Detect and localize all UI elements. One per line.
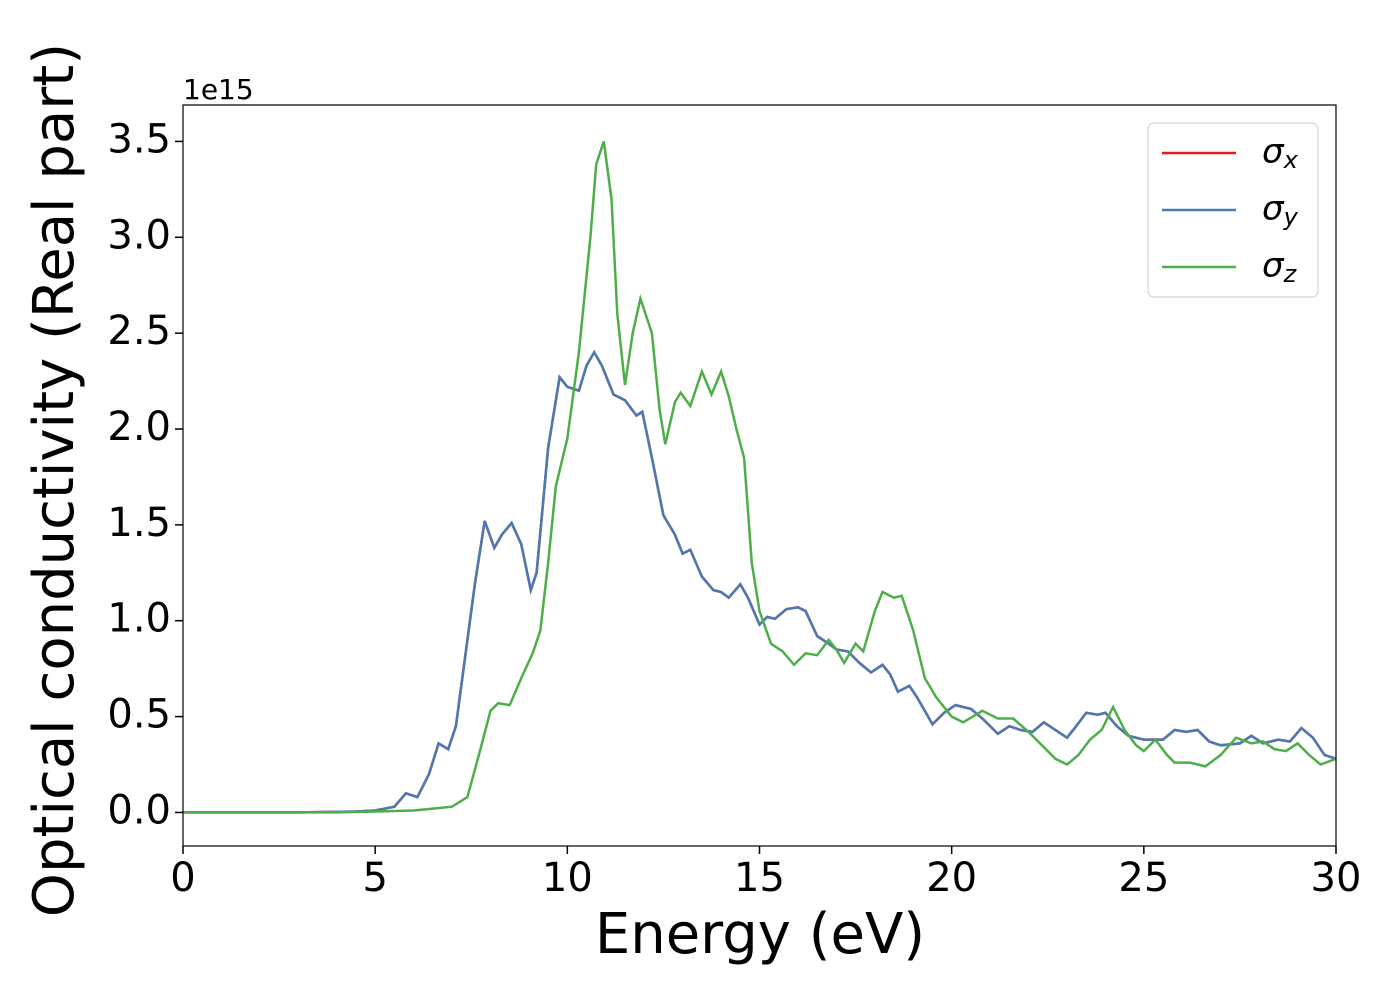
y-axis-label: Optical conductivity (Real part)	[22, 43, 87, 917]
x-axis-label: Energy (eV)	[595, 902, 925, 967]
y-axis-offset: 1e15	[183, 73, 254, 106]
series-line	[183, 349, 1336, 814]
x-tick-label: 15	[734, 855, 785, 901]
y-tick-label: 3.0	[107, 212, 171, 258]
x-tick-label: 0	[170, 855, 195, 901]
legend-label-subscript: z	[1283, 260, 1298, 288]
x-tick-label: 30	[1311, 855, 1362, 901]
y-tick-label: 2.0	[107, 404, 171, 450]
x-tick-label: 20	[926, 855, 977, 901]
legend-label-subscript: y	[1283, 203, 1299, 231]
series-line	[183, 141, 1336, 814]
x-tick-label: 5	[362, 855, 387, 901]
plot-frame	[182, 104, 1337, 847]
x-tick-label: 10	[542, 855, 593, 901]
y-tick-label: 0.0	[107, 787, 171, 833]
y-tick-label: 1.0	[107, 596, 171, 642]
series-line	[183, 349, 1336, 814]
legend-label-subscript: x	[1283, 146, 1299, 174]
y-tick-label: 3.5	[107, 116, 171, 162]
y-tick-label: 1.5	[107, 500, 171, 546]
y-tick-label: 2.5	[107, 308, 171, 354]
y-tick-label: 0.5	[107, 692, 171, 738]
x-tick-label: 25	[1118, 855, 1169, 901]
